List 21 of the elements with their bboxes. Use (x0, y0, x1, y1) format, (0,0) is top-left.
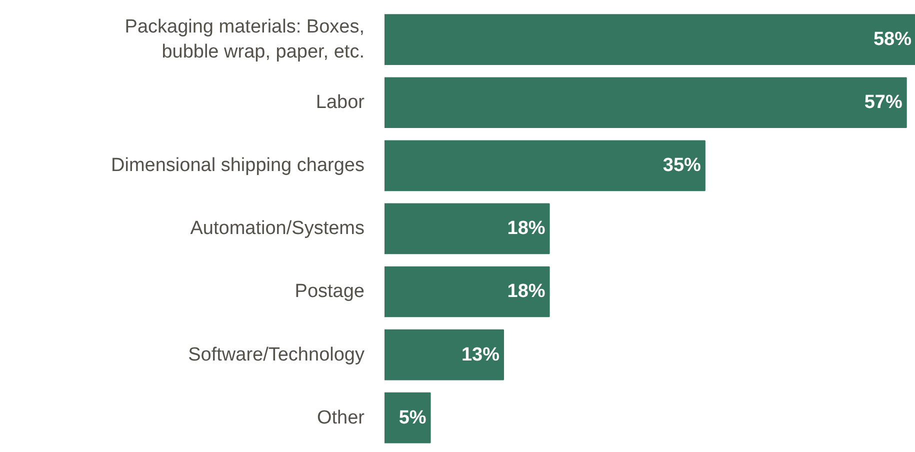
y-tick-label: Postage (294, 281, 365, 302)
y-tick-label: Labor (316, 92, 366, 114)
bar (384, 14, 915, 65)
data-label: 57% (864, 92, 902, 114)
y-tick-label: Dimensional shipping charges (111, 155, 365, 176)
bar (384, 77, 907, 128)
y-tick-label: Other (316, 407, 366, 428)
y-tick-label: Automation/Systems (190, 218, 365, 240)
bar (384, 140, 706, 192)
bar (384, 266, 550, 318)
bar (384, 329, 504, 380)
bar (384, 203, 550, 254)
data-label: 13% (461, 344, 500, 366)
bar (384, 392, 431, 444)
data-label: 5% (398, 407, 426, 428)
data-label: 58% (873, 29, 912, 50)
data-label: 18% (507, 281, 546, 302)
data-label: 18% (507, 218, 546, 240)
y-tick-label: Packaging materials: Boxes, bubble wrap, paper, etc. (124, 16, 365, 63)
data-label: 35% (662, 155, 702, 176)
y-tick-label: Software/Technology (188, 344, 365, 366)
